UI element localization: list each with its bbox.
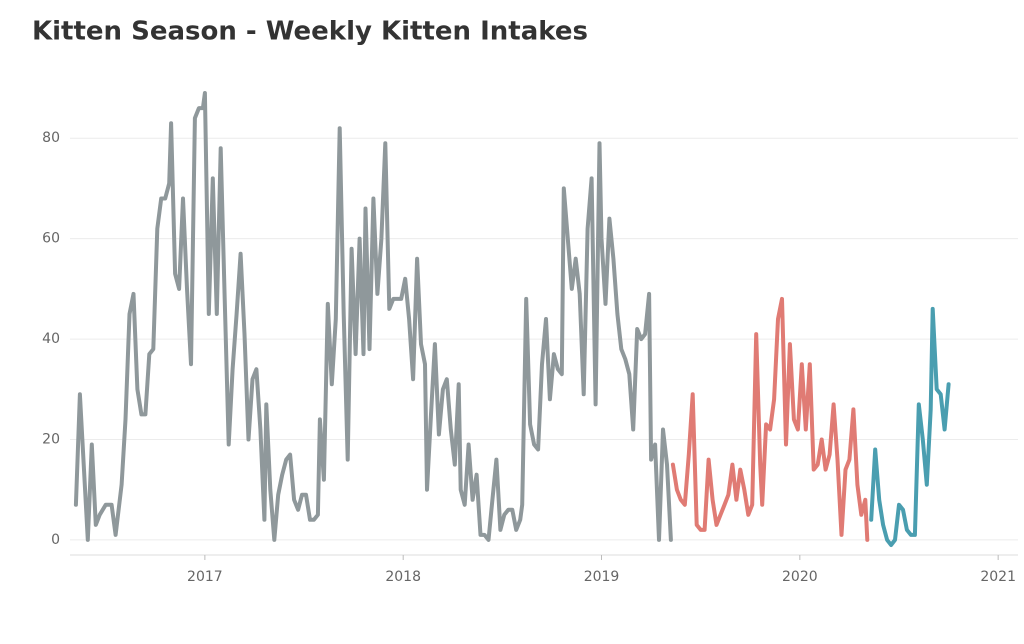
data-line <box>670 296 870 542</box>
lines <box>73 91 951 547</box>
y-tick-label: 40 <box>42 331 60 347</box>
data-line <box>73 91 673 542</box>
y-tick-label: 0 <box>51 532 60 548</box>
x-tick-label: 2019 <box>584 569 620 585</box>
x-tick-label: 2018 <box>385 569 421 585</box>
y-tick-label: 60 <box>42 231 60 247</box>
chart-title: Kitten Season - Weekly Kitten Intakes <box>32 17 588 47</box>
x-tick-label: 2020 <box>782 569 818 585</box>
x-tick-label: 2017 <box>187 569 223 585</box>
y-tick-label: 20 <box>42 432 60 448</box>
data-line <box>869 306 951 547</box>
y-tick-label: 80 <box>42 130 60 146</box>
x-tick-label: 2021 <box>980 569 1016 585</box>
